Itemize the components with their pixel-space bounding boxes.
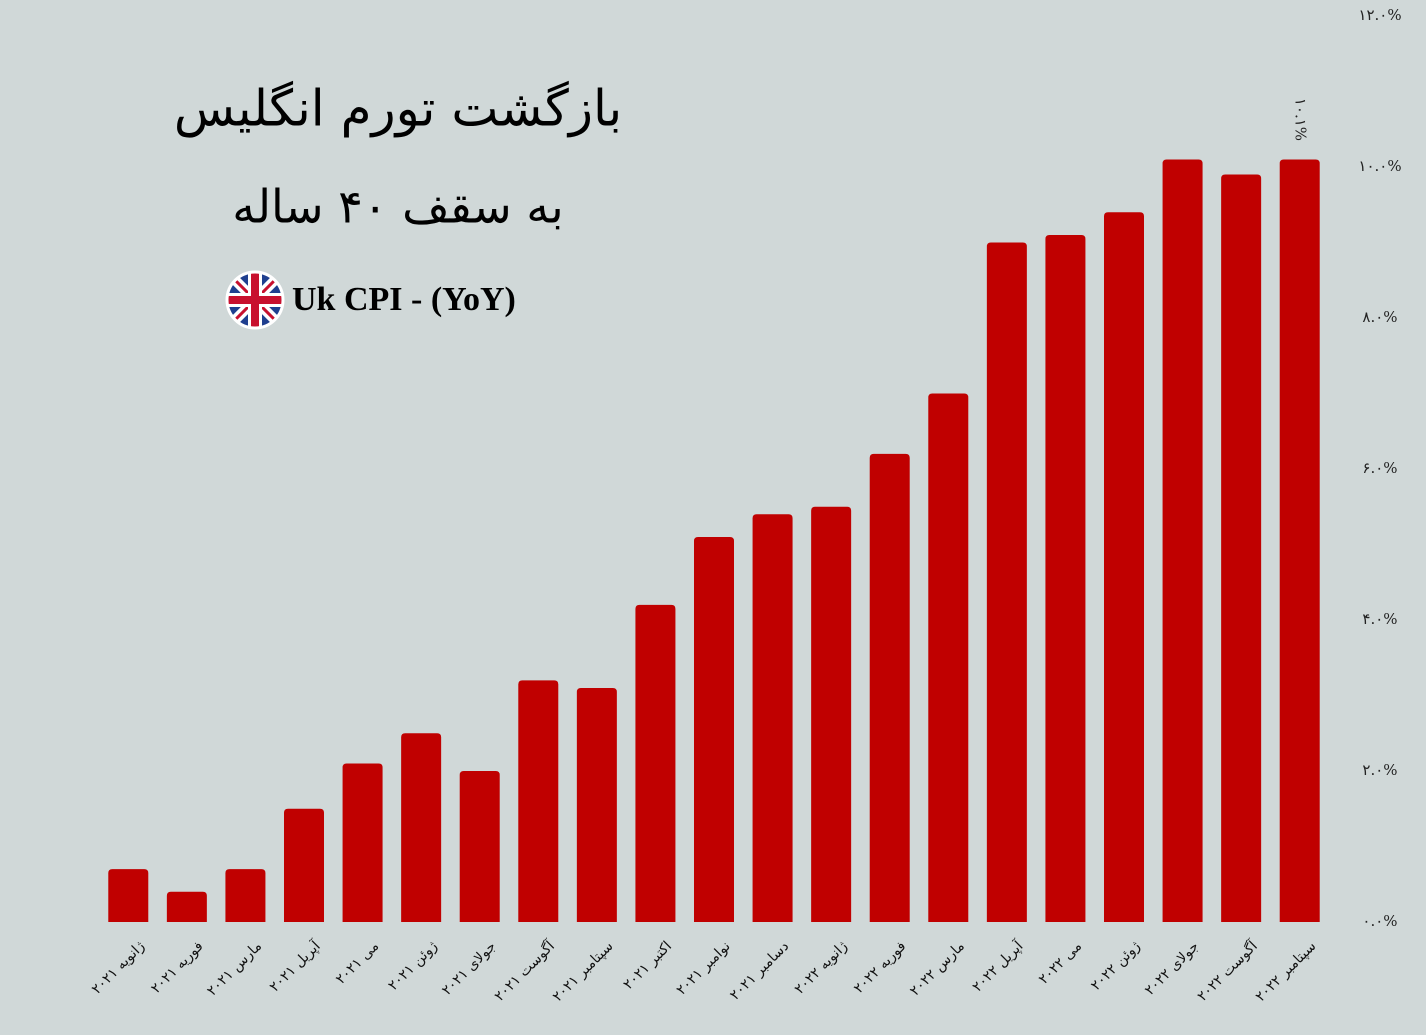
bar [576,687,617,922]
bar [635,604,676,922]
bar [518,680,559,922]
bar [1279,159,1320,922]
bar [869,453,910,922]
y-tick-label: ۱۲.۰% [1358,6,1401,24]
bar [225,869,266,922]
chart-subtitle: به سقف ۴۰ ساله [232,180,563,234]
y-tick-label: ۰.۰% [1362,912,1397,930]
bar [811,506,852,922]
y-tick-label: ۱۰.۰% [1358,157,1401,175]
bar [694,536,734,922]
bar [401,733,442,922]
bar [1162,159,1203,922]
bar [108,869,149,922]
bar [986,242,1027,922]
y-tick-label: ۶.۰% [1362,459,1397,477]
bar [342,763,383,922]
y-tick-label: ۲.۰% [1362,761,1397,779]
uk-flag [225,270,285,330]
bar [1045,234,1086,922]
bar [1104,212,1144,923]
bar [284,808,324,922]
bar [459,771,500,922]
y-tick-label: ۴.۰% [1362,610,1397,628]
bar [1221,174,1262,923]
y-tick-label: ۸.۰% [1362,308,1397,326]
bar [752,514,793,922]
bar [166,891,207,922]
chart-title: بازگشت تورم انگلیس [174,80,622,138]
value-label: ۱۰.۱% [1292,98,1310,141]
series-label: Uk CPI - (YoY) [292,281,516,318]
bar [928,393,969,922]
